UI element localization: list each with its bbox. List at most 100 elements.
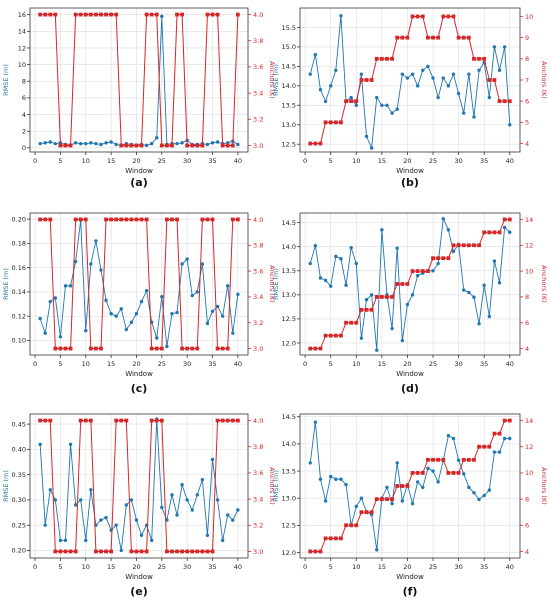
x-tick-label: 15	[378, 157, 386, 165]
anchors-point	[410, 14, 415, 19]
rmse-point	[94, 141, 98, 146]
anchors-point	[364, 307, 369, 312]
x-tick-label: 15	[378, 563, 386, 571]
anchors-point	[119, 143, 124, 148]
rmse-point	[334, 254, 338, 259]
anchors-series-line	[310, 420, 510, 552]
anchors-point	[159, 143, 164, 148]
rmse-point	[451, 249, 456, 254]
rmse-point	[104, 141, 108, 145]
rmse-point	[318, 88, 323, 92]
y-right-axis-label: Anchors (K)	[540, 467, 548, 505]
y-left-tick-label: 4	[22, 111, 26, 119]
y-left-tick-label: 6	[22, 94, 26, 102]
rmse-point	[43, 331, 47, 335]
y-right-tick-label: 3.0	[253, 548, 263, 556]
rmse-point	[155, 336, 159, 340]
panel-label: (a)	[130, 176, 147, 189]
rmse-point	[421, 68, 425, 72]
x-tick-label: 20	[132, 563, 140, 571]
rmse-point	[109, 312, 113, 316]
anchors-point	[482, 56, 487, 61]
rmse-point	[472, 491, 476, 495]
anchors-point	[164, 217, 169, 222]
x-tick-label: 0	[303, 360, 307, 368]
anchors-point	[461, 35, 466, 40]
rmse-point	[487, 314, 492, 319]
anchors-point	[354, 320, 359, 325]
anchors-point	[477, 444, 481, 449]
y-left-tick-label: 14.0	[282, 440, 296, 448]
anchors-point	[436, 457, 441, 462]
x-tick-label: 25	[429, 360, 437, 368]
anchors-point	[492, 230, 497, 235]
y-left-tick-label: 15.5	[282, 24, 296, 32]
anchors-point	[83, 12, 88, 17]
x-tick-label: 30	[454, 157, 462, 165]
x-tick-label: 15	[107, 563, 115, 571]
y-left-tick-label: 14.5	[282, 63, 296, 71]
rmse-point	[139, 533, 144, 537]
rmse-point	[492, 45, 497, 49]
anchors-point	[318, 346, 323, 351]
anchors-point	[379, 497, 384, 501]
rmse-point	[104, 515, 108, 520]
anchors-point	[482, 444, 487, 449]
x-tick-label: 0	[33, 360, 37, 368]
anchors-point	[134, 143, 139, 148]
anchors-point	[426, 269, 430, 273]
anchors-point	[114, 12, 119, 17]
y-right-tick-label: 8	[525, 495, 529, 503]
x-tick-label: 40	[506, 563, 514, 571]
anchors-point	[134, 217, 139, 222]
anchors-point	[48, 12, 53, 17]
rmse-point	[53, 141, 58, 146]
rmse-point	[426, 64, 430, 69]
rmse-point	[226, 513, 230, 517]
rmse-point	[231, 518, 235, 522]
rmse-point	[487, 95, 492, 100]
x-tick-label: 15	[107, 360, 115, 368]
anchors-point	[400, 35, 405, 40]
rmse-point	[477, 68, 481, 72]
anchors-point	[68, 143, 73, 148]
x-tick-label: 30	[454, 563, 462, 571]
rmse-point	[456, 458, 461, 462]
anchors-point	[175, 549, 179, 554]
anchors-point	[53, 346, 58, 351]
rmse-point	[104, 298, 108, 303]
rmse-point	[308, 72, 312, 76]
rmse-point	[215, 498, 220, 502]
anchors-point	[109, 217, 114, 222]
anchors-point	[175, 12, 179, 17]
rmse-point	[364, 297, 369, 302]
rmse-point	[114, 523, 118, 527]
anchors-point	[48, 217, 53, 222]
anchors-point	[333, 120, 338, 125]
anchors-point	[441, 256, 446, 261]
rmse-point	[38, 442, 42, 447]
anchors-point	[487, 78, 492, 82]
rmse-point	[175, 513, 179, 517]
y-right-tick-label: 10	[525, 469, 533, 477]
anchors-point	[220, 143, 225, 148]
rmse-point	[477, 497, 481, 502]
anchors-point	[78, 418, 83, 423]
anchors-point	[415, 471, 420, 475]
anchors-point	[456, 35, 461, 40]
x-tick-label: 30	[454, 360, 462, 368]
anchors-point	[405, 282, 410, 286]
anchors-point	[451, 471, 456, 475]
y-left-tick-label: 13.5	[282, 467, 296, 475]
y-right-tick-label: 14	[525, 216, 533, 224]
rmse-point	[508, 230, 512, 234]
anchors-point	[119, 418, 124, 423]
rmse-point	[451, 72, 456, 76]
anchors-point	[230, 217, 235, 222]
y-right-tick-label: 12	[525, 242, 533, 250]
anchors-point	[339, 333, 343, 338]
rmse-point	[160, 505, 164, 510]
anchors-point	[139, 143, 144, 148]
rmse-point	[195, 493, 200, 497]
y-left-tick-label: 13.0	[282, 495, 296, 503]
